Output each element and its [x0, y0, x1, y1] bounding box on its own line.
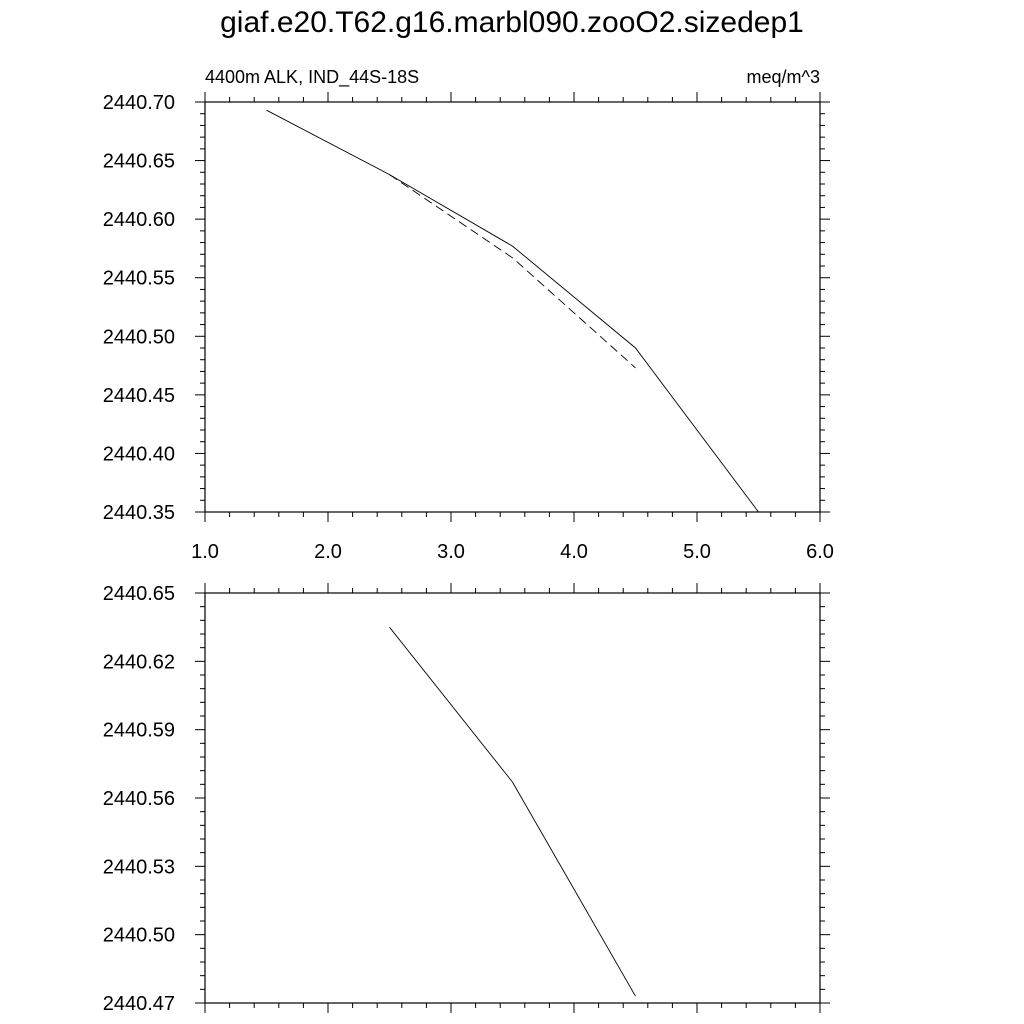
top-panel: 4400m ALK, IND_44S-18S meq/m^3 1.0 2.0 3.0…	[103, 67, 834, 563]
y-tick-label: 2440.70	[103, 92, 175, 114]
y-tick-label: 2440.62	[103, 651, 175, 673]
series-line-0	[389, 626, 636, 997]
y-tick-label: 2440.55	[103, 268, 175, 290]
y-tick-label: 2440.53	[103, 856, 175, 878]
y-tick-label: 2440.45	[103, 385, 175, 407]
right-subtitle: meq/m^3	[747, 67, 820, 87]
x-tick-label: 4.0	[560, 541, 588, 563]
page-title: giaf.e20.T62.g16.marbl090.zooO2.sizedep1	[220, 6, 804, 39]
y-tick-label: 2440.40	[103, 443, 175, 465]
x-tick-label: 5.0	[683, 541, 711, 563]
x-tick-label: 2.0	[314, 541, 342, 563]
y-tick-label: 2440.56	[103, 788, 175, 810]
left-subtitle: 4400m ALK, IND_44S-18S	[205, 67, 419, 88]
plot-frame	[204, 101, 821, 513]
x-tick-label: 1.0	[191, 541, 219, 563]
y-tick-label: 2440.47	[103, 993, 175, 1015]
y-tick-label: 2440.65	[103, 583, 175, 605]
y-tick-label: 2440.65	[103, 151, 175, 173]
x-tick-label: 6.0	[806, 541, 834, 563]
bottom-panel: 2440.65 2440.62 2440.59 2440.56 2440.53 2440.…	[103, 583, 830, 1015]
plot-frame	[204, 592, 821, 1004]
y-tick-label: 2440.35	[103, 502, 175, 524]
y-tick-label: 2440.60	[103, 209, 175, 231]
x-tick-label: 3.0	[437, 541, 465, 563]
series-line-1	[389, 174, 636, 369]
y-tick-label: 2440.50	[103, 925, 175, 947]
y-tick-label: 2440.59	[103, 720, 175, 742]
series-line-0	[266, 109, 759, 513]
y-tick-label: 2440.50	[103, 326, 175, 348]
